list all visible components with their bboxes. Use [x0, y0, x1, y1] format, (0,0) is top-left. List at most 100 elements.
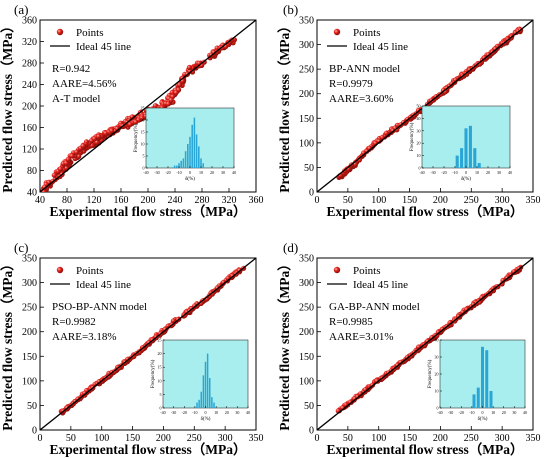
histogram-bar	[193, 117, 196, 168]
data-point	[464, 306, 470, 313]
data-point	[57, 166, 64, 172]
x-axis-title: Experimental flow stress（MPa）	[327, 204, 524, 219]
inset-x-tick-label: 30	[512, 410, 516, 415]
inset-x-tick-label: -10	[192, 410, 197, 415]
data-point	[91, 136, 97, 142]
panel-label: (b)	[283, 2, 298, 17]
inset-y-tick-label: 15	[158, 365, 162, 370]
inset-x-tick-label: 20	[502, 410, 506, 415]
data-point	[206, 293, 213, 299]
x-axis-title: Experimental flow stress（MPa）	[50, 204, 247, 219]
inset-x-label: δ(%)	[185, 177, 195, 182]
inset-x-tick-label: -30	[171, 410, 176, 415]
y-tick-label: 150	[22, 352, 37, 363]
y-tick-label: 250	[22, 303, 37, 314]
inset-x-tick-label: -20	[441, 170, 446, 175]
histogram-bar	[209, 378, 211, 408]
histogram-bar	[472, 394, 476, 408]
panel-a: 40 80 120 160 200 240 280 320 360408012016020024…	[0, 2, 264, 219]
inset-x-tick-label: -40	[419, 170, 424, 175]
x-tick-label: 0	[315, 433, 320, 444]
inset-x-tick-label: 0	[205, 410, 207, 415]
y-axis-title: Predicted flow stress（MPa）	[277, 19, 292, 192]
inset-x-tick-label: -40	[143, 170, 148, 175]
inset-x-tick-label: 10	[475, 170, 479, 175]
legend-line-label: Ideal 45 line	[76, 279, 131, 291]
inset-y-tick-label: 20	[158, 351, 162, 356]
inset-y-tick-label: 25	[141, 106, 145, 111]
x-tick-label: 240	[168, 195, 183, 206]
y-axis-title: Predicted flow stress（MPa）	[277, 257, 292, 430]
inset-y-tick-label: 50	[417, 104, 421, 109]
x-axis-title: Experimental flow stress（MPa）	[50, 442, 247, 457]
inset-histogram: -40 -30 -20 -10 0 10 20 30 40 0 5 10 15 20 25 δ(%) Frequ…	[134, 106, 236, 183]
inset-y-tick-label: 30	[417, 128, 421, 133]
data-point	[133, 119, 139, 125]
y-tick-label: 350	[299, 16, 314, 27]
inset-x-tick-label: -10	[176, 170, 181, 175]
legend-point-marker	[333, 28, 341, 36]
histogram-bar	[206, 353, 209, 408]
data-point	[435, 329, 441, 335]
stat-text: AARE=3.01%	[329, 331, 394, 343]
y-tick-label: 160	[22, 123, 37, 134]
x-tick-label: 360	[249, 195, 264, 206]
inset-x-tick-label: 40	[523, 410, 527, 415]
x-tick-label: 300	[495, 195, 510, 206]
inset-x-tick-label: 20	[225, 410, 229, 415]
x-tick-label: 350	[526, 195, 541, 206]
y-tick-label: 350	[299, 254, 314, 265]
data-point	[96, 379, 102, 385]
x-tick-label: 250	[464, 195, 479, 206]
x-tick-label: 200	[433, 433, 448, 444]
histogram-bar	[202, 375, 205, 408]
histogram-bar	[476, 387, 480, 408]
y-tick-label: 240	[22, 80, 37, 91]
inset-x-tick-label: 30	[221, 170, 225, 175]
stat-text: GA-BP-ANN model	[329, 301, 420, 313]
histogram-bar	[211, 397, 213, 408]
stat-text: AARE=3.60%	[329, 93, 394, 105]
inset-y-tick-label: 40	[417, 116, 421, 121]
data-point	[69, 153, 75, 159]
stat-text: AARE=3.18%	[52, 331, 117, 343]
inset-histogram: -40 -30 -20 -10 0 10 20 30 40 0 10 20 30 40 δ(%) Freque…	[428, 338, 527, 423]
plot-area	[40, 258, 256, 430]
stat-text: AARE=4.56%	[52, 78, 117, 90]
data-point	[65, 156, 71, 162]
data-point	[186, 64, 192, 71]
x-tick-label: 100	[94, 433, 109, 444]
histogram-bar	[176, 165, 178, 168]
inset-x-tick-label: 0	[465, 170, 467, 175]
inset-x-tick-label: 10	[491, 410, 495, 415]
inset-histogram: -40 -30 -20 -10 0 10 20 30 40 0 10 20 30 40 50 δ(%) Freq…	[410, 104, 512, 183]
inset-y-tick-label: 30	[435, 355, 439, 360]
inset-x-tick-label: 20	[486, 170, 490, 175]
y-tick-label: 50	[304, 401, 314, 412]
inset-y-tick-label: 20	[435, 372, 439, 377]
legend-points-label: Points	[76, 265, 104, 277]
x-tick-label: 80	[62, 195, 72, 206]
x-tick-label: 350	[526, 433, 541, 444]
data-point	[499, 281, 505, 287]
inset-x-tick-label: 30	[235, 410, 239, 415]
inset-x-tick-label: -20	[165, 170, 170, 175]
panel-d: 0 50 100 150 200 250 300 3500501001502002503003…	[277, 240, 541, 457]
inset-y-tick-label: 0	[160, 406, 162, 411]
stat-text: R=0.942	[52, 63, 90, 75]
inset-x-tick-label: -20	[459, 410, 464, 415]
y-tick-label: 360	[22, 16, 37, 27]
y-tick-label: 200	[299, 327, 314, 338]
histogram-bar	[204, 361, 207, 408]
inset-x-label: δ(%)	[201, 417, 211, 422]
legend-points-label: Points	[353, 265, 381, 277]
inset-y-tick-label: 20	[417, 141, 421, 146]
data-point	[176, 82, 183, 88]
y-tick-label: 50	[27, 401, 37, 412]
x-tick-label: 100	[371, 195, 386, 206]
inset-y-tick-label: 40	[435, 338, 439, 343]
y-tick-label: 120	[22, 145, 37, 156]
stat-text: PSO-BP-ANN model	[52, 301, 147, 313]
histogram-bar	[489, 391, 493, 408]
